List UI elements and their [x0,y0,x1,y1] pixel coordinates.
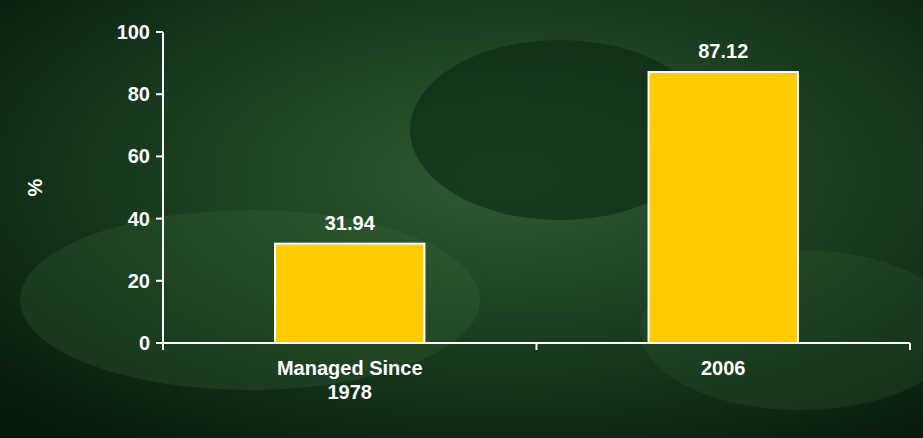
bg-shape [20,210,480,390]
data-label: 31.94 [325,212,376,234]
label-line: 2006 [701,357,746,379]
y-tick [156,31,163,33]
chart: 0 20 40 60 80 100% Managed Since1978 2006 31.94 8… [0,0,923,438]
x-tick-label: 2006 [701,357,746,379]
y-tick-label: 40 [128,208,150,230]
bar [275,244,424,343]
bar [649,72,798,343]
y-tick-label: 80 [128,83,150,105]
y-tick-label: 0 [139,332,150,354]
y-tick [156,93,163,95]
y-tick-label: 20 [128,270,150,292]
x-tick [536,343,538,350]
x-tick [162,343,164,350]
x-tick-label: Managed Since1978 [277,357,423,403]
y-axis [162,32,164,343]
data-label: 87.12 [698,40,748,62]
bars [275,72,798,343]
y-tick [156,218,163,220]
label-line: 1978 [328,381,373,403]
y-tick [156,280,163,282]
x-tick [909,343,911,350]
y-tick-label: 60 [128,145,150,167]
y-tick [156,155,163,157]
label-line: Managed Since [277,357,423,379]
y-tick-label: 100 [117,21,150,43]
y-tick [156,342,163,344]
y-axis-title: % [24,178,46,196]
